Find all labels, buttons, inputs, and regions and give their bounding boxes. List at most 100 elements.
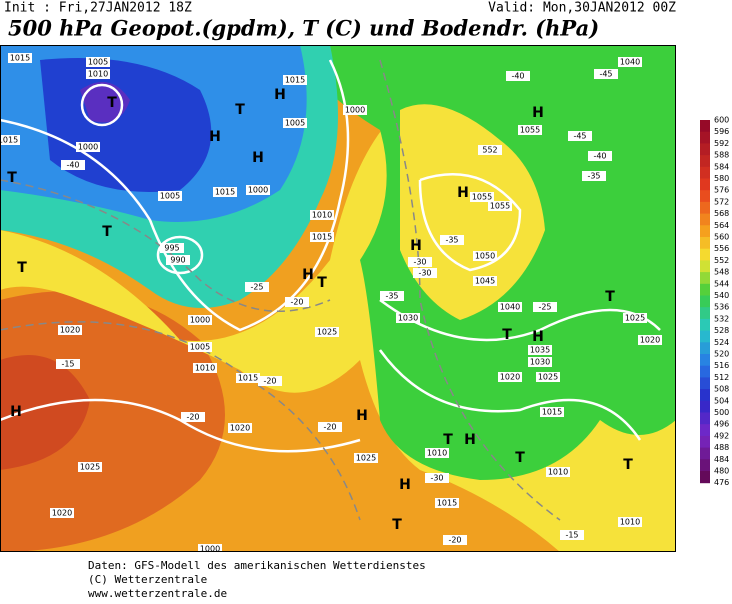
label-box	[618, 517, 642, 527]
colorbar-label: 476	[714, 478, 729, 487]
colorbar-label: 484	[714, 455, 729, 464]
pressure-center: H	[252, 150, 264, 166]
map: 1015 10051010T10151000100510001015-40T100…	[0, 45, 676, 554]
label-box	[310, 210, 334, 220]
pressure-center: T	[235, 102, 245, 118]
colorbar-label: 488	[714, 443, 729, 452]
isoline-label: 1045	[475, 277, 495, 286]
isoline-label: 1020	[640, 336, 660, 345]
label-box	[285, 297, 309, 307]
pressure-center: H	[410, 238, 422, 254]
label-box	[283, 118, 307, 128]
isoline-label: 1055	[472, 193, 492, 202]
label-box	[0, 135, 20, 145]
label-box	[198, 544, 222, 552]
label-box	[188, 315, 212, 325]
isoline-label: 1025	[538, 373, 558, 382]
colorbar-label: 580	[714, 174, 729, 183]
pressure-center: T	[502, 327, 512, 343]
pressure-center: T	[102, 224, 112, 240]
colorbar-label: 572	[714, 197, 729, 206]
isoline-label: 1025	[80, 463, 100, 472]
label-box	[435, 498, 459, 508]
isoline-label: 552	[482, 146, 497, 155]
isoline-label: 1000	[248, 186, 268, 195]
label-box	[546, 467, 570, 477]
label-box	[86, 69, 110, 79]
pressure-center: T	[17, 260, 27, 276]
label-box	[188, 342, 212, 352]
pressure-center: H	[532, 105, 544, 121]
isoline-label: -25	[538, 303, 551, 312]
label-box	[506, 71, 530, 81]
label-box	[425, 473, 449, 483]
colorbar-swatch	[700, 307, 710, 320]
label-box	[408, 257, 432, 267]
pressure-center: H	[274, 87, 286, 103]
label-box	[228, 423, 252, 433]
isoline-label: -35	[587, 172, 600, 181]
label-box	[536, 372, 560, 382]
isoline-label: -30	[413, 258, 426, 267]
pressure-center: H	[464, 432, 476, 448]
colorbar-swatch	[700, 166, 710, 179]
pressure-center: T	[7, 170, 17, 186]
label-box	[518, 125, 542, 135]
colorbar-swatch	[700, 400, 710, 413]
label-box	[380, 291, 404, 301]
isoline-label: -15	[565, 531, 578, 540]
label-box	[78, 462, 102, 472]
label-box	[443, 535, 467, 545]
pressure-center: H	[302, 267, 314, 283]
isoline-label: 1000	[200, 545, 220, 554]
label-box	[638, 335, 662, 345]
colorbar-swatch	[700, 272, 710, 285]
colorbar-swatch	[700, 213, 710, 226]
pressure-center: T	[515, 450, 525, 466]
isoline-label: 1005	[190, 343, 210, 352]
pressure-center: H	[10, 404, 22, 420]
label-box	[528, 345, 552, 355]
isoline-label: -20	[186, 413, 199, 422]
isoline-label: -15	[61, 360, 74, 369]
colorbar-label: 576	[714, 186, 729, 195]
isoline-label: 1020	[52, 509, 72, 518]
map-frame	[0, 45, 676, 552]
isoline-label: 995	[164, 244, 179, 253]
isoline-label: -30	[418, 269, 431, 278]
colorbar-label: 480	[714, 467, 729, 476]
isoline-label: 1010	[427, 449, 447, 458]
pressure-center: T	[392, 517, 402, 533]
label-box	[343, 105, 367, 115]
label-box	[160, 243, 184, 253]
label-box	[318, 422, 342, 432]
label-box	[473, 276, 497, 286]
label-box	[258, 376, 282, 386]
colorbar-label: 524	[714, 338, 729, 347]
colorbar-label: 592	[714, 139, 729, 148]
isoline-label: 1015	[285, 76, 305, 85]
isoline-label: 1055	[520, 126, 540, 135]
colorbar-label: 508	[714, 385, 729, 394]
colorbar-swatch	[700, 435, 710, 449]
label-box	[594, 69, 618, 79]
label-box	[246, 185, 270, 195]
isoline-label: 1025	[317, 328, 337, 337]
colorbar-label: 500	[714, 408, 729, 417]
label-box	[58, 325, 82, 335]
colorbar-label: 492	[714, 431, 729, 440]
isoline-label: 1020	[230, 424, 250, 433]
isoline-label: -45	[599, 70, 612, 79]
isoline-label: 1010	[548, 468, 568, 477]
label-box	[61, 160, 85, 170]
colorbar-label: 584	[714, 162, 729, 171]
label-box	[56, 359, 80, 369]
pressure-center: T	[317, 275, 327, 291]
colorbar-swatch	[700, 295, 710, 308]
colorbar-swatch	[700, 447, 710, 460]
pressure-center: T	[107, 95, 117, 111]
isoline-label: -35	[385, 292, 398, 301]
label-box	[528, 357, 552, 367]
isoline-label: 1020	[60, 326, 80, 335]
isoline-label: 1025	[625, 314, 645, 323]
